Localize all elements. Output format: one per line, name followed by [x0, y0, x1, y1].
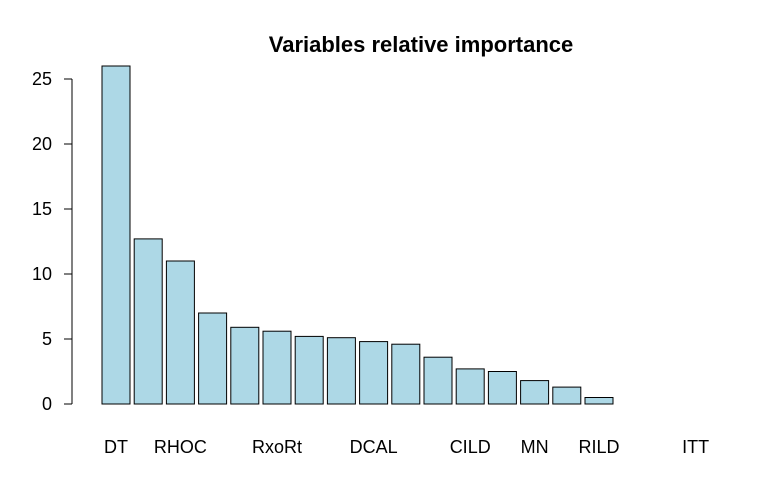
bar	[101, 65, 131, 405]
x-tick-label: MN	[521, 437, 549, 457]
x-axis-labels: DT RHOC RxoRt DCAL CILD MN RILD ITT	[104, 437, 709, 457]
bar	[294, 335, 324, 405]
y-axis: 0 5 10 15 20 25	[32, 69, 73, 414]
x-tick-label: DCAL	[350, 437, 398, 457]
bar	[487, 371, 517, 405]
chart-title: Variables relative importance	[269, 32, 574, 57]
bar	[520, 380, 550, 405]
bar	[359, 341, 389, 405]
bar	[423, 356, 453, 405]
y-tick-label: 25	[32, 69, 52, 89]
bars-group	[101, 65, 614, 405]
bar	[230, 326, 260, 405]
bar	[198, 312, 228, 405]
y-tick-label: 0	[42, 394, 52, 414]
y-tick-label: 15	[32, 199, 52, 219]
x-tick-label: RxoRt	[252, 437, 302, 457]
x-tick-label: RILD	[578, 437, 619, 457]
bar	[326, 337, 356, 405]
bar	[391, 343, 421, 405]
bar	[552, 386, 582, 405]
bar	[165, 260, 195, 405]
bar	[455, 368, 485, 405]
x-tick-label: ITT	[682, 437, 709, 457]
y-tick-label: 20	[32, 134, 52, 154]
x-tick-label: RHOC	[154, 437, 207, 457]
y-tick-label: 10	[32, 264, 52, 284]
bar	[262, 330, 292, 405]
x-tick-label: DT	[104, 437, 128, 457]
bar	[133, 238, 163, 405]
x-tick-label: CILD	[450, 437, 491, 457]
bar	[584, 397, 614, 405]
y-tick-label: 5	[42, 329, 52, 349]
